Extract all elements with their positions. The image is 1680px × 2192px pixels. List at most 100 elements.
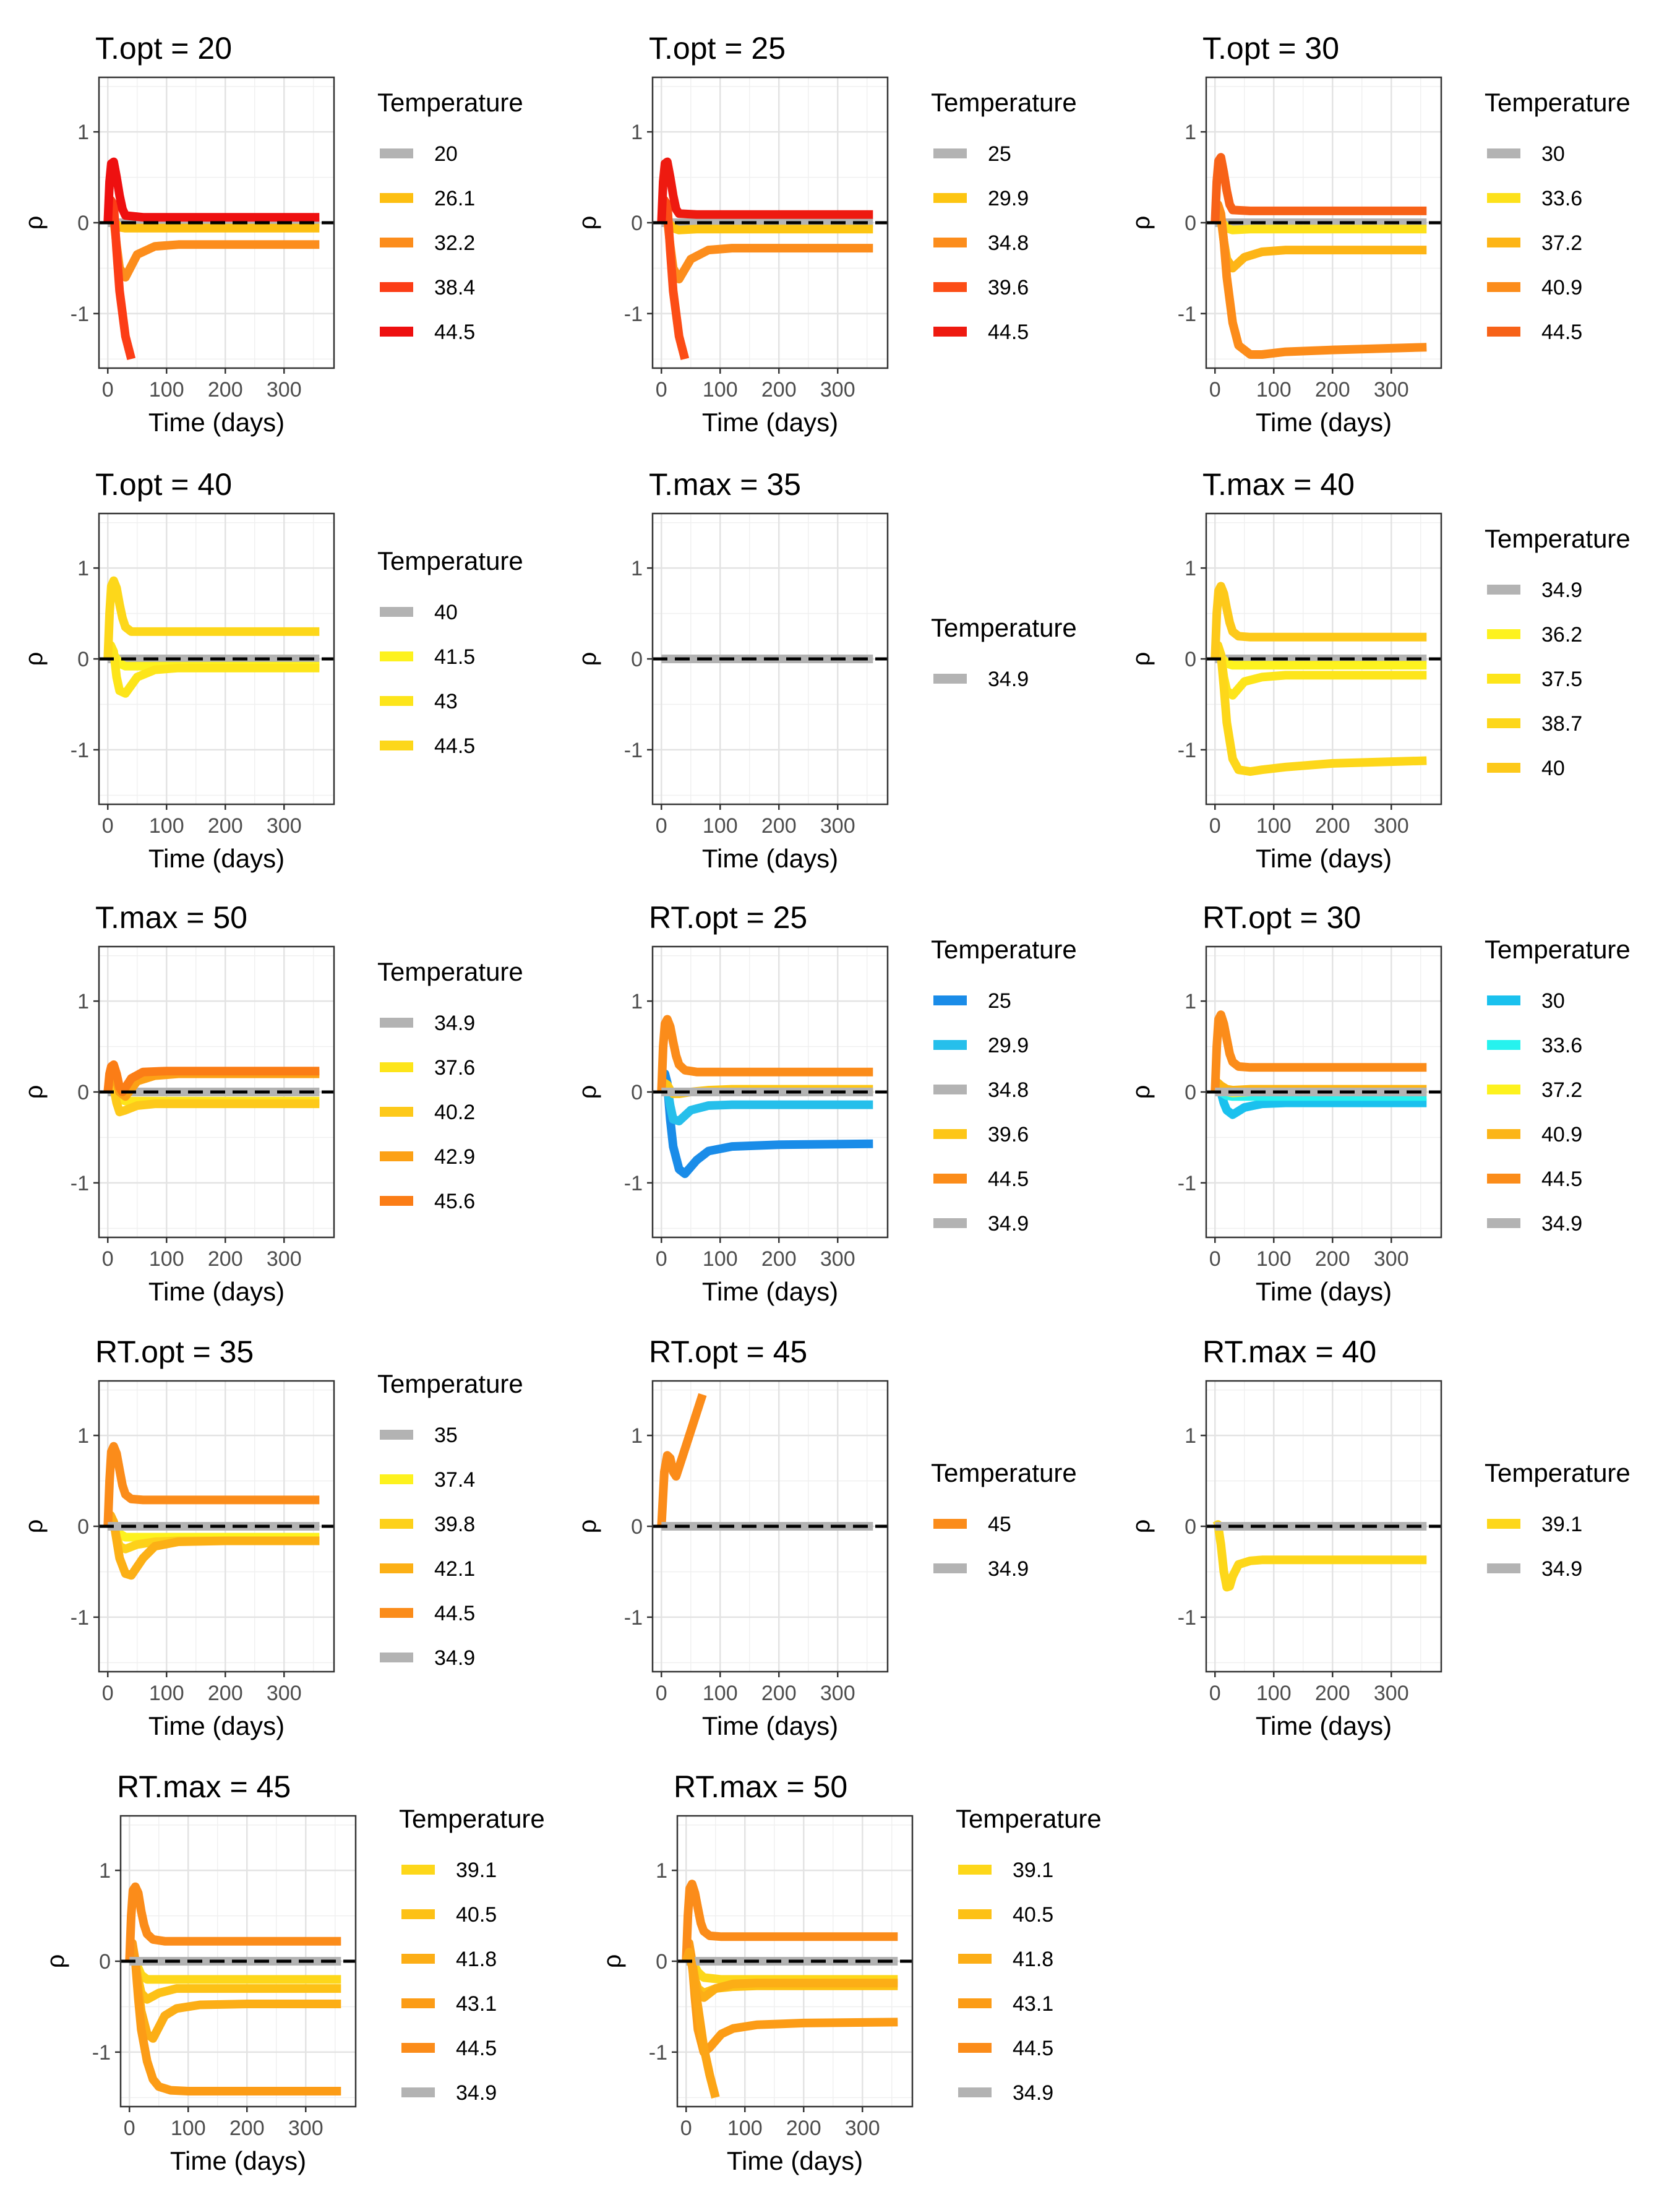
- legend-key: [380, 148, 413, 158]
- legend-label: 30: [1541, 989, 1565, 1013]
- x-tick-label: 300: [267, 378, 302, 402]
- x-tick-label: 0: [1209, 378, 1221, 402]
- x-axis-title: Time (days): [702, 408, 838, 437]
- legend-key: [1487, 1174, 1520, 1184]
- panel-title: RT.max = 40: [1202, 1335, 1376, 1369]
- x-tick-label: 0: [124, 2117, 135, 2140]
- legend-key: [380, 1062, 413, 1072]
- y-tick-label: 1: [1185, 990, 1196, 1013]
- x-tick-label: 200: [1315, 814, 1350, 838]
- legend-key: [1487, 193, 1520, 203]
- legend-label: 39.6: [988, 276, 1029, 299]
- y-tick-label: -1: [624, 1606, 643, 1630]
- legend-label: 26.1: [434, 187, 475, 210]
- legend-title: Temperature: [1485, 1458, 1631, 1487]
- legend-key: [401, 1909, 435, 1919]
- legend-label: 34.9: [434, 1646, 475, 1670]
- legend-label: 34.9: [988, 1557, 1029, 1581]
- x-axis-title: Time (days): [148, 844, 285, 873]
- legend-key: [933, 1218, 967, 1228]
- panel-title: T.max = 40: [1202, 467, 1355, 502]
- legend-label: 45: [988, 1513, 1011, 1536]
- x-tick-label: 100: [1256, 378, 1292, 402]
- chart-panel: T.opt = 25 1 0 -1 0 100 200 300 Time (days) ρ Temp…: [574, 31, 1077, 437]
- x-tick-label: 300: [1374, 814, 1409, 838]
- series-line: [103, 641, 320, 698]
- legend-label: 40.9: [1541, 276, 1582, 299]
- legend-key: [401, 2043, 435, 2053]
- series-line: [125, 1882, 341, 1962]
- panel-title: RT.opt = 45: [649, 1335, 807, 1369]
- panel-title: T.max = 50: [95, 900, 247, 935]
- series-line: [103, 157, 320, 223]
- legend-label: 25: [988, 989, 1011, 1013]
- legend-label: 40.9: [1541, 1123, 1582, 1146]
- y-tick-label: 0: [631, 1515, 643, 1539]
- legend-key: [958, 1865, 992, 1875]
- chart-panel: T.opt = 40 1 0 -1 0 100 200 300 Time (days) ρ Temp…: [20, 467, 523, 873]
- legend-key: [380, 1519, 413, 1529]
- series-line: [1211, 1010, 1427, 1093]
- x-tick-label: 100: [703, 378, 738, 402]
- x-tick-label: 100: [703, 1247, 738, 1271]
- legend-key: [933, 674, 967, 684]
- legend-label: 44.5: [456, 2037, 497, 2060]
- legend-key: [1487, 763, 1520, 773]
- x-tick-label: 0: [102, 814, 114, 838]
- legend-label: 44.5: [1013, 2037, 1053, 2060]
- panel-title: T.max = 35: [649, 467, 801, 502]
- legend-label: 34.8: [988, 231, 1029, 255]
- y-axis-title: ρ: [1128, 1519, 1155, 1534]
- legend-key: [1487, 1563, 1520, 1573]
- x-tick-label: 200: [1315, 1247, 1350, 1271]
- x-tick-label: 100: [703, 1682, 738, 1705]
- legend-label: 39.8: [434, 1513, 475, 1536]
- legend-key: [1487, 995, 1520, 1005]
- x-tick-label: 100: [1256, 1247, 1292, 1271]
- legend-label: 41.8: [456, 1948, 497, 1971]
- legend-key: [1487, 1040, 1520, 1050]
- x-tick-label: 0: [656, 378, 667, 402]
- x-tick-label: 0: [680, 2117, 692, 2140]
- legend-label: 36.2: [1541, 623, 1582, 647]
- x-tick-label: 100: [1256, 1682, 1292, 1705]
- legend-key: [401, 2087, 435, 2097]
- y-axis-title: ρ: [20, 652, 48, 666]
- legend-title: Temperature: [377, 88, 523, 117]
- x-tick-label: 0: [1209, 814, 1221, 838]
- x-axis-title: Time (days): [702, 1711, 838, 1740]
- x-axis-title: Time (days): [170, 2146, 306, 2175]
- x-axis-title: Time (days): [1256, 408, 1392, 437]
- x-tick-label: 300: [1374, 378, 1409, 402]
- legend-key: [380, 1430, 413, 1440]
- chart-panel: RT.opt = 30 1 0 -1 0 100 200 300 Time (days) ρ Tem…: [1128, 900, 1631, 1306]
- y-tick-label: -1: [1178, 303, 1196, 326]
- series-line: [103, 1511, 320, 1580]
- y-tick-label: 0: [1185, 1515, 1196, 1539]
- chart-panel: RT.opt = 35 1 0 -1 0 100 200 300 Time (days) ρ Tem…: [20, 1335, 523, 1740]
- y-axis-title: ρ: [599, 1954, 626, 1969]
- legend-label: 40.5: [1013, 1903, 1053, 1927]
- legend-label: 38.7: [1541, 712, 1582, 736]
- x-axis-title: Time (days): [148, 1711, 285, 1740]
- y-tick-label: 0: [631, 1081, 643, 1104]
- y-tick-label: 1: [77, 1424, 89, 1448]
- legend-label: 43: [434, 690, 458, 713]
- legend-key: [380, 1563, 413, 1573]
- series-line: [657, 1393, 707, 1527]
- y-tick-label: 1: [631, 1424, 643, 1448]
- series-line: [103, 1442, 320, 1527]
- legend-key: [958, 1954, 992, 1964]
- panel-title: RT.opt = 35: [95, 1335, 254, 1369]
- x-tick-label: 300: [1374, 1247, 1409, 1271]
- legend-key: [958, 2043, 992, 2053]
- legend-label: 34.9: [456, 2081, 497, 2105]
- legend-label: 34.9: [988, 1212, 1029, 1236]
- series-line: [1212, 1520, 1427, 1592]
- chart-panel: T.max = 35 1 0 -1 0 100 200 300 Time (days) ρ Temp…: [574, 467, 1077, 873]
- y-axis-title: ρ: [574, 1519, 601, 1534]
- y-tick-label: 1: [77, 990, 89, 1013]
- legend-key: [933, 1174, 967, 1184]
- y-tick-label: 0: [77, 648, 89, 671]
